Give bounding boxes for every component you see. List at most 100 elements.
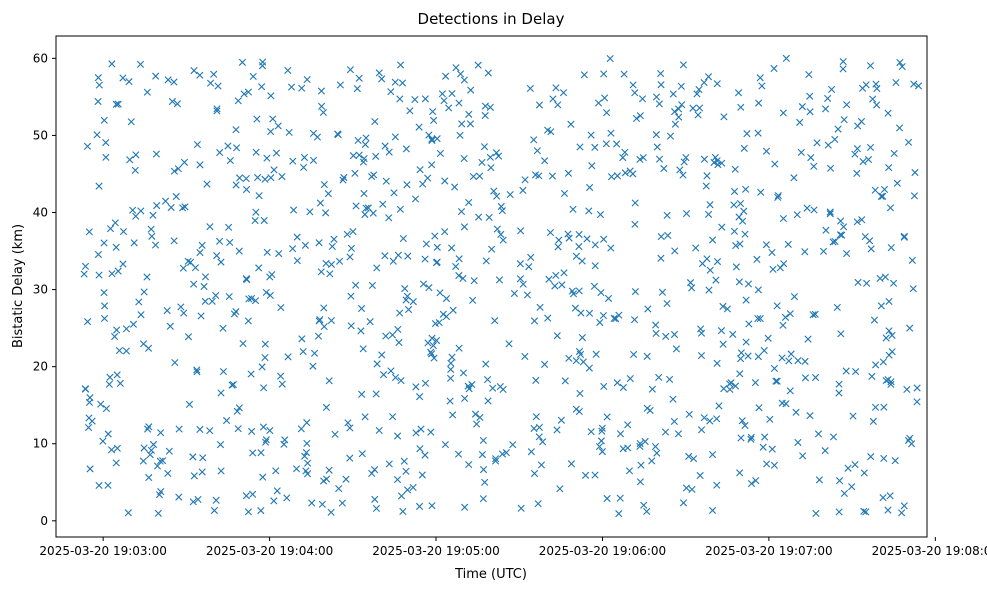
data-point [908, 256, 916, 264]
data-point [433, 243, 441, 251]
data-point [260, 384, 268, 392]
data-point [242, 175, 250, 183]
data-point [257, 507, 265, 515]
data-point [854, 278, 862, 286]
data-point [412, 383, 420, 391]
data-point [730, 201, 738, 209]
data-point [870, 316, 879, 324]
data-point [95, 481, 103, 490]
data-point [393, 475, 402, 484]
data-point [467, 86, 475, 94]
data-point [255, 192, 263, 200]
data-point [685, 410, 693, 418]
data-point [115, 346, 124, 355]
data-point [196, 425, 204, 433]
data-point [247, 294, 256, 303]
data-point [680, 158, 688, 166]
data-point [461, 503, 469, 511]
data-point [249, 72, 257, 81]
data-point [421, 255, 429, 263]
data-point [807, 154, 815, 162]
data-point [298, 335, 306, 343]
data-point [226, 238, 234, 247]
data-point [283, 494, 291, 502]
data-point [626, 374, 634, 383]
data-point [679, 61, 688, 69]
data-point [217, 467, 225, 475]
data-point [239, 339, 247, 348]
data-point [770, 364, 779, 373]
data-point [565, 234, 573, 242]
data-point [814, 430, 823, 438]
data-point [876, 274, 884, 283]
data-point [892, 78, 900, 87]
data-point [702, 182, 710, 190]
data-point [460, 223, 469, 231]
data-point [275, 250, 283, 258]
y-axis-label: Bistatic Delay (km) [11, 224, 26, 348]
data-point [600, 94, 609, 102]
data-point [499, 385, 507, 394]
data-point [352, 202, 360, 210]
data-point [114, 267, 122, 275]
data-point [335, 257, 344, 265]
data-point [576, 143, 584, 151]
data-point [882, 334, 890, 342]
data-point [737, 103, 745, 111]
data-point [837, 330, 845, 338]
data-point [718, 223, 726, 231]
data-point [729, 330, 737, 338]
data-point [713, 481, 721, 489]
data-point [301, 452, 309, 460]
data-point [206, 79, 215, 87]
data-point [603, 413, 611, 421]
data-point [401, 285, 409, 293]
data-point [167, 203, 175, 212]
data-point [762, 241, 770, 249]
data-point [217, 258, 225, 266]
data-point [530, 317, 539, 325]
data-point [157, 487, 165, 496]
data-point [252, 208, 260, 216]
data-point [358, 390, 366, 398]
data-point [303, 439, 311, 448]
data-point [106, 225, 115, 233]
data-point [181, 203, 189, 211]
data-point [171, 359, 179, 367]
data-point [122, 347, 130, 355]
data-point [585, 309, 594, 317]
data-point [259, 423, 268, 431]
data-point [193, 368, 201, 376]
data-point [267, 127, 275, 136]
data-point [274, 122, 282, 130]
data-point [705, 286, 713, 294]
data-point [347, 292, 355, 300]
data-point [600, 382, 608, 391]
data-point [108, 60, 116, 68]
data-point [361, 413, 369, 421]
data-point [774, 192, 782, 200]
data-point [262, 288, 270, 297]
data-point [779, 321, 787, 329]
data-point [799, 452, 807, 460]
data-point [781, 313, 790, 321]
data-point [778, 354, 786, 362]
data-point [491, 317, 499, 325]
data-point [731, 165, 739, 173]
data-point [579, 358, 587, 366]
data-point [835, 508, 843, 516]
data-point [536, 303, 544, 311]
data-point [843, 101, 851, 109]
data-point [484, 397, 492, 405]
data-point [556, 485, 564, 493]
data-point [253, 115, 261, 123]
data-point [327, 508, 335, 516]
data-point [317, 87, 326, 95]
data-point [898, 509, 906, 517]
data-point [880, 403, 888, 411]
data-point [258, 83, 266, 91]
data-point [102, 405, 111, 413]
data-point [378, 75, 386, 83]
data-point [369, 209, 377, 217]
